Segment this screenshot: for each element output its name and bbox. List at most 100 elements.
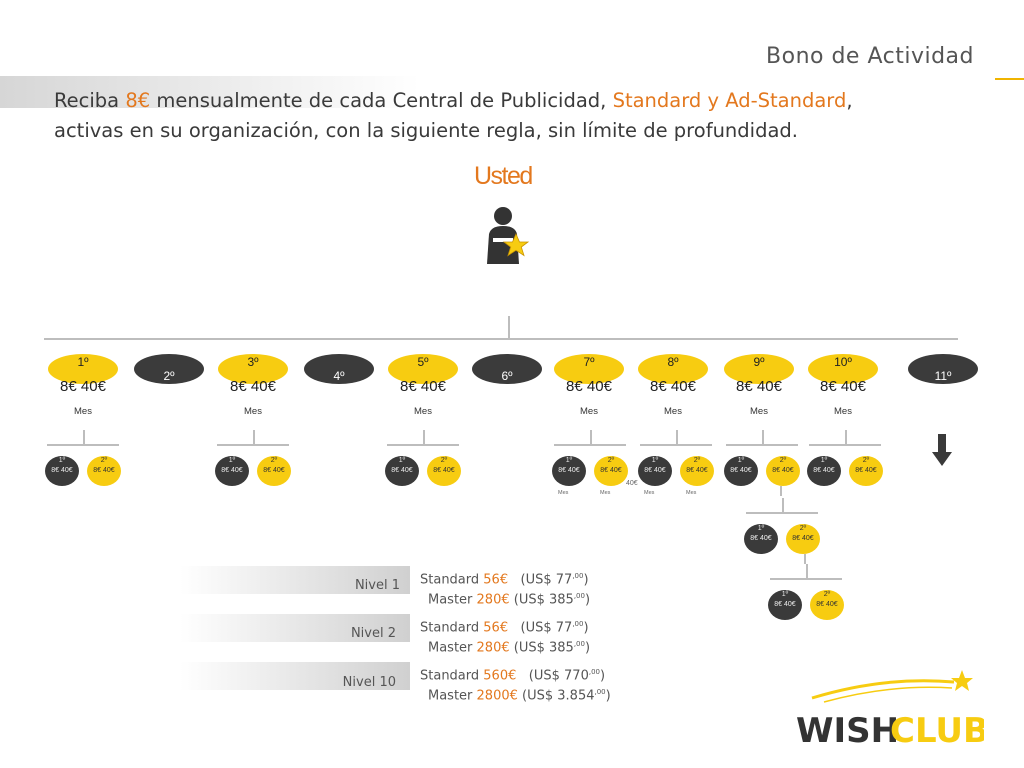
- node-rank: 1º: [651, 457, 659, 464]
- level-2-label: Nivel 2: [350, 626, 396, 641]
- node-value: 8€ 40€: [51, 467, 73, 474]
- month-label: 4º: [333, 369, 345, 383]
- month-pill-10: 10º: [808, 354, 878, 384]
- deep-connector: [780, 486, 782, 496]
- node-value: 8€ 40€: [730, 467, 752, 474]
- node-rank: 2º: [823, 591, 831, 598]
- subtree-node-second: 2º 8€ 40€: [257, 456, 291, 486]
- subtree-node-second: 2º 8€ 40€: [87, 456, 121, 486]
- title-underline: [995, 78, 1024, 80]
- node-rank: 1º: [737, 457, 745, 464]
- node-rank: 1º: [58, 457, 66, 464]
- month-label: 9º: [753, 355, 765, 369]
- node-rank: 1º: [757, 525, 765, 532]
- month-pill-1: 1º: [48, 354, 118, 384]
- subtree-node-first: 1º 8€ 40€: [638, 456, 672, 486]
- subtree-node-second: 2º 8€ 40€: [810, 590, 844, 620]
- node-value: 8€ 40€: [433, 467, 455, 474]
- node-mes: Mes: [686, 490, 697, 496]
- level-band-1: [180, 566, 410, 594]
- arrow-down-icon: [932, 434, 952, 466]
- month-mes: Mes: [580, 406, 598, 417]
- subtree-connector: [423, 430, 425, 444]
- level-2-rewards: Standard 56€ (US$ 77,00) Master 280€ (US…: [420, 620, 591, 656]
- usted-label: Usted: [474, 162, 533, 190]
- month-pill-2: 2º: [134, 354, 204, 384]
- month-value: 8€ 40€: [230, 378, 276, 395]
- logo-text-wish: WISH: [796, 711, 899, 751]
- subtree-rail: [47, 444, 119, 446]
- level-1-rewards: Standard 56€ (US$ 77,00) Master 280€ (US…: [420, 572, 591, 608]
- node-rank: 2º: [270, 457, 278, 464]
- month-label: 5º: [417, 355, 429, 369]
- month-pill-4: 4º: [304, 354, 374, 384]
- subtree-rail: [746, 512, 818, 514]
- node-value: 8€ 40€: [644, 467, 666, 474]
- deep-connector: [804, 554, 806, 564]
- node-mes: Mes: [600, 490, 611, 496]
- level-10-label: Nivel 10: [342, 675, 396, 690]
- subtree-connector: [590, 430, 592, 444]
- month-mes: Mes: [414, 406, 432, 417]
- title-band: [0, 76, 420, 108]
- node-value: 8€ 40€: [600, 467, 622, 474]
- month-mes: Mes: [750, 406, 768, 417]
- subtree-connector: [253, 430, 255, 444]
- subtree-node-second: 2º 8€ 40€: [680, 456, 714, 486]
- tree-rail: [44, 338, 958, 340]
- month-value: 8€ 40€: [820, 378, 866, 395]
- month-pill-8: 8º: [638, 354, 708, 384]
- month-label: 6º: [501, 369, 513, 383]
- month-value: 8€ 40€: [650, 378, 696, 395]
- subtree-rail: [770, 578, 842, 580]
- subtree-node-second: 2º 8€ 40€: [786, 524, 820, 554]
- month-pill-7: 7º: [554, 354, 624, 384]
- subtree-rail: [554, 444, 626, 446]
- subtree-node-first: 1º 8€ 40€: [215, 456, 249, 486]
- month-mes: Mes: [74, 406, 92, 417]
- tree-connector: [508, 316, 510, 340]
- subtree-connector: [676, 430, 678, 444]
- wishclub-logo: WISH CLUB: [796, 670, 984, 751]
- node-value: 8€ 40€: [558, 467, 580, 474]
- subtree-node-first: 1º 8€ 40€: [807, 456, 841, 486]
- month-label: 11º: [934, 369, 952, 383]
- month-pill-6: 6º: [472, 354, 542, 384]
- subtree-node-first: 1º 8€ 40€: [45, 456, 79, 486]
- slide-title: Bono de Actividad: [766, 44, 974, 69]
- month-label: 10º: [834, 355, 852, 369]
- month-label: 8º: [667, 355, 679, 369]
- node-value: 8€ 40€: [686, 467, 708, 474]
- subtree-node-first: 1º 8€ 40€: [552, 456, 586, 486]
- level-band-2: [180, 614, 410, 642]
- subtree-node-first: 1º 8€ 40€: [744, 524, 778, 554]
- subtree-connector: [762, 430, 764, 444]
- node-rank: 1º: [398, 457, 406, 464]
- month-mes: Mes: [664, 406, 682, 417]
- node-value: 8€ 40€: [772, 467, 794, 474]
- month-pill-9: 9º: [724, 354, 794, 384]
- person-star-icon: [487, 207, 530, 264]
- month-value: 8€ 40€: [60, 378, 106, 395]
- node-rank: 2º: [440, 457, 448, 464]
- node-rank: 1º: [781, 591, 789, 598]
- node-value: 8€ 40€: [391, 467, 413, 474]
- subtree-rail: [640, 444, 712, 446]
- subtree-node-second: 2º 8€ 40€: [849, 456, 883, 486]
- month-mes: Mes: [834, 406, 852, 417]
- month-pill-3: 3º: [218, 354, 288, 384]
- node-value: 8€ 40€: [792, 535, 814, 542]
- subtree-node-first: 1º 8€ 40€: [385, 456, 419, 486]
- level-1-label: Nivel 1: [354, 578, 400, 593]
- subtree-connector: [782, 498, 784, 512]
- month-label: 3º: [247, 355, 259, 369]
- extra-value: 40€: [626, 480, 638, 487]
- subtree-node-second: 2º 8€ 40€: [427, 456, 461, 486]
- node-rank: 2º: [607, 457, 615, 464]
- node-rank: 2º: [862, 457, 870, 464]
- node-value: 8€ 40€: [816, 601, 838, 608]
- node-mes: Mes: [644, 490, 655, 496]
- subtree-node-second: 2º 8€ 40€: [594, 456, 628, 486]
- node-value: 8€ 40€: [263, 467, 285, 474]
- node-value: 8€ 40€: [221, 467, 243, 474]
